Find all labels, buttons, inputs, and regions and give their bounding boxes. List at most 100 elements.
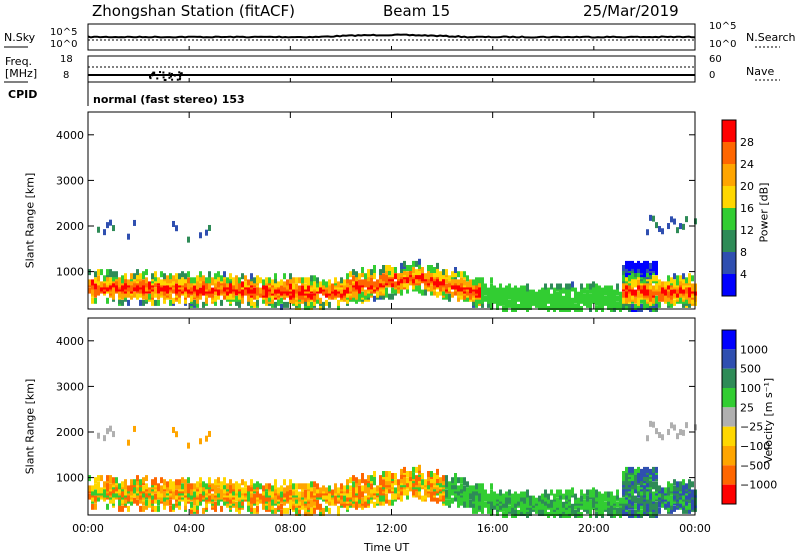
heatmap-cell (445, 499, 448, 506)
heatmap-cell (385, 287, 388, 294)
heatmap-cell (223, 499, 226, 506)
heatmap-cell (316, 499, 319, 506)
heatmap-cell (313, 505, 316, 512)
heatmap-cell (583, 499, 586, 506)
heatmap-cell (355, 495, 358, 502)
heatmap-cell (652, 275, 655, 282)
heatmap-cell (505, 495, 508, 502)
heatmap-cell (304, 283, 307, 290)
heatmap-cell (172, 220, 175, 227)
heatmap-cell (616, 287, 619, 294)
ytick-label: 3000 (56, 174, 84, 187)
nsearch-label: N.Search (746, 31, 796, 44)
heatmap-cell (205, 229, 208, 236)
heatmap-cell (418, 464, 421, 471)
heatmap-cell (280, 279, 283, 286)
heatmap-cell (625, 275, 628, 282)
heatmap-cell (196, 503, 199, 510)
heatmap-cell (223, 277, 226, 284)
heatmap-cell (406, 271, 409, 278)
heatmap-cell (142, 285, 145, 292)
heatmap-cell (436, 485, 439, 492)
heatmap-cell (280, 285, 283, 292)
heatmap-cell (382, 479, 385, 486)
heatmap-cell (361, 485, 364, 492)
heatmap-cell (403, 466, 406, 473)
heatmap-cell (688, 479, 691, 486)
nave-dip-mark (162, 71, 165, 74)
heatmap-cell (652, 491, 655, 498)
heatmap-cell (361, 271, 364, 278)
ytick-label: 1000 (56, 472, 84, 485)
heatmap-cell (385, 497, 388, 504)
heatmap-cell (97, 289, 100, 296)
heatmap-cell (151, 297, 154, 304)
heatmap-cell (634, 510, 637, 516)
heatmap-cell (346, 483, 349, 490)
heatmap-cell (172, 297, 175, 304)
heatmap-cell (505, 285, 508, 292)
heatmap-cell (445, 283, 448, 290)
heatmap-cell (277, 297, 280, 304)
heatmap-cell (682, 277, 685, 284)
heatmap-cell (151, 479, 154, 486)
heatmap-cell (571, 297, 574, 304)
heatmap-cell (670, 499, 673, 506)
heatmap-cell (97, 432, 100, 439)
heatmap-cell (637, 466, 640, 473)
heatmap-cell (217, 271, 220, 278)
nave-dip-mark (179, 75, 182, 78)
heatmap-cell (586, 301, 589, 308)
heatmap-cell (364, 487, 367, 494)
velocity-colorbar-tick: −500 (740, 459, 770, 472)
heatmap-cell (655, 428, 658, 435)
heatmap-cell (157, 491, 160, 498)
heatmap-cell (685, 483, 688, 490)
heatmap-cell (331, 497, 334, 504)
heatmap-cell (430, 491, 433, 498)
heatmap-cell (688, 507, 691, 514)
heatmap-cell (454, 267, 457, 273)
heatmap-cell (244, 275, 247, 282)
heatmap-cell (220, 489, 223, 496)
heatmap-cell (355, 271, 358, 278)
heatmap-cell (652, 285, 655, 292)
heatmap-cell (544, 289, 547, 296)
heatmap-cell (157, 505, 160, 512)
heatmap-cell (208, 224, 211, 231)
heatmap-cell (373, 487, 376, 494)
heatmap-cell (556, 507, 559, 514)
heatmap-cell (184, 503, 187, 510)
heatmap-cell (220, 493, 223, 500)
heatmap-cell (574, 297, 577, 304)
xtick-label: 16:00 (477, 522, 509, 535)
heatmap-cell (550, 283, 553, 290)
ytick-label: 4000 (56, 335, 84, 348)
heatmap-cell (616, 489, 619, 496)
nave-dip-mark (162, 76, 165, 79)
heatmap-cell (109, 489, 112, 496)
heatmap-cell (136, 479, 139, 486)
heatmap-cell (394, 487, 397, 494)
heatmap-cell (193, 483, 196, 490)
nave-dip-mark (176, 78, 179, 81)
heatmap-cell (97, 275, 100, 282)
heatmap-cell (667, 505, 670, 512)
heatmap-cell (253, 493, 256, 500)
heatmap-cell (316, 277, 319, 284)
heatmap-cell (319, 487, 322, 494)
heatmap-cell (325, 287, 328, 294)
heatmap-cell (193, 277, 196, 284)
heatmap-cell (511, 291, 514, 298)
heatmap-cell (199, 481, 202, 488)
heatmap-cell (610, 491, 613, 498)
heatmap-cell (472, 283, 475, 290)
heatmap-cell (418, 283, 421, 290)
heatmap-cell (373, 479, 376, 486)
heatmap-cell (214, 495, 217, 502)
heatmap-cell (388, 293, 391, 300)
heatmap-cell (664, 281, 667, 288)
heatmap-cell (130, 279, 133, 286)
heatmap-cell (199, 281, 202, 288)
heatmap-cell (187, 277, 190, 284)
